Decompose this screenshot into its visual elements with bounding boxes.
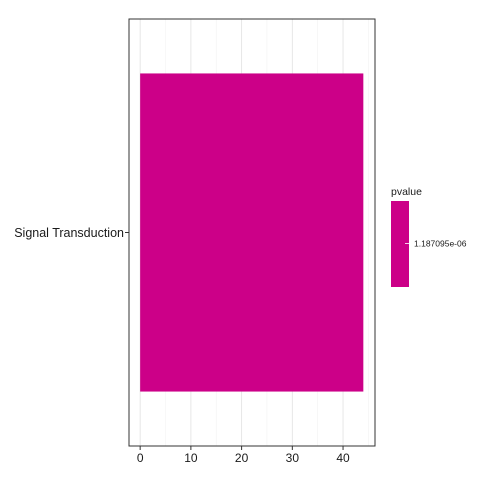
x-tick-label: 10 [184, 451, 198, 465]
plot-border [128, 18, 376, 447]
y-tick-label: Signal Transduction [14, 226, 124, 240]
x-tick-label: 30 [286, 451, 300, 465]
x-tick-label: 20 [235, 451, 249, 465]
plot-area: Signal Transduction 0 10 20 30 40 [14, 18, 376, 465]
legend-title: pvalue [391, 186, 422, 198]
legend: pvalue 1.187095e-06 [391, 186, 467, 287]
legend-label: 1.187095e-06 [414, 239, 467, 249]
x-tick-label: 0 [137, 451, 144, 465]
bar [140, 73, 364, 392]
legend-color-key [391, 201, 409, 287]
x-tick-label: 40 [336, 451, 350, 465]
